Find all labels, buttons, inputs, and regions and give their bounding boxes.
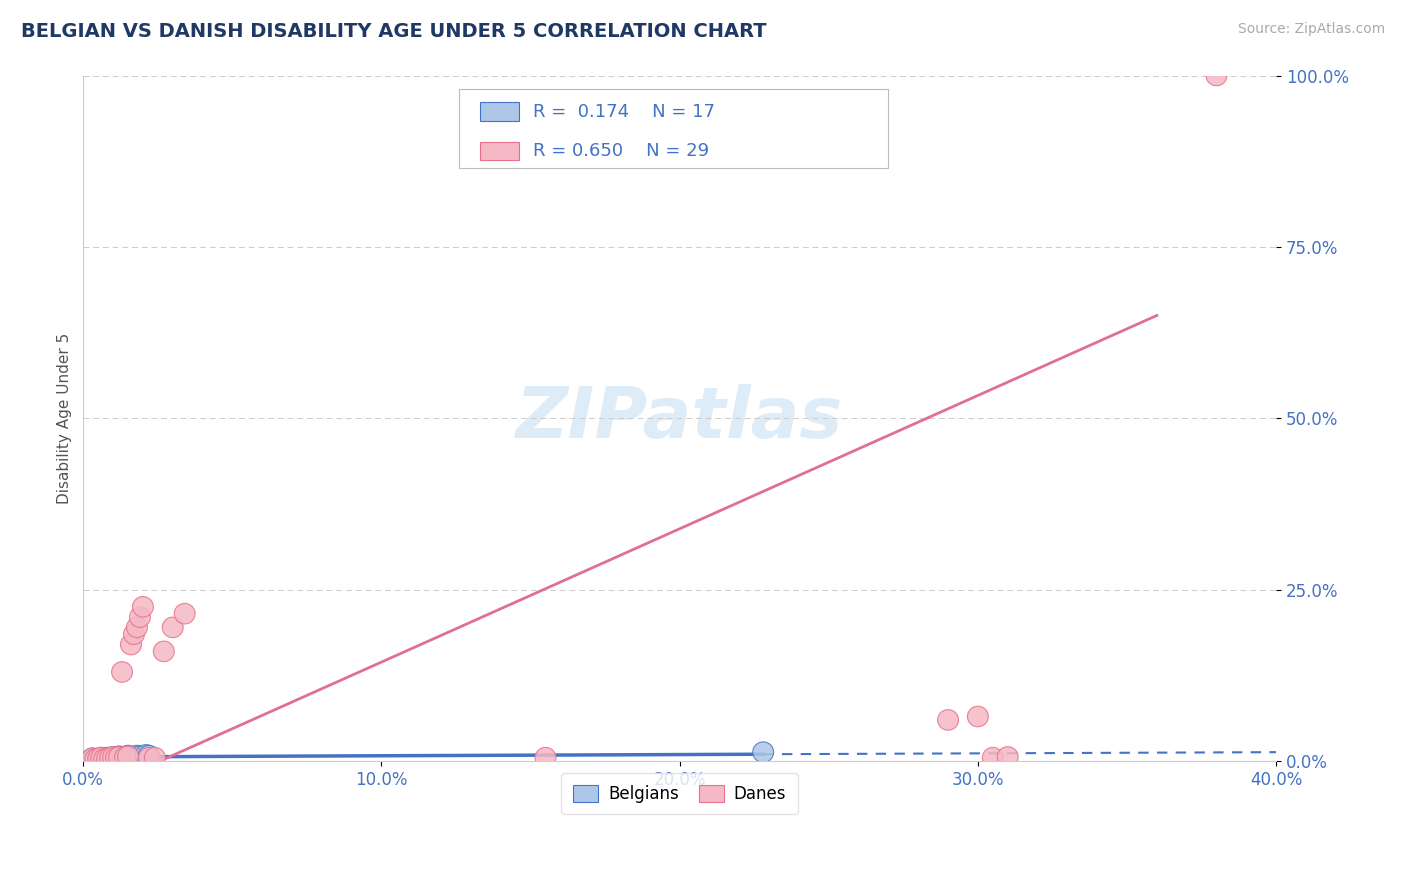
Text: R = 0.650    N = 29: R = 0.650 N = 29 — [533, 142, 709, 160]
Ellipse shape — [97, 747, 118, 768]
Ellipse shape — [94, 748, 115, 769]
Ellipse shape — [103, 747, 124, 767]
Ellipse shape — [84, 748, 105, 769]
Ellipse shape — [111, 747, 132, 768]
Text: Source: ZipAtlas.com: Source: ZipAtlas.com — [1237, 22, 1385, 37]
Text: ZIPatlas: ZIPatlas — [516, 384, 844, 453]
Ellipse shape — [174, 603, 195, 624]
Ellipse shape — [162, 617, 183, 638]
Ellipse shape — [87, 748, 108, 769]
Ellipse shape — [138, 747, 159, 768]
Ellipse shape — [115, 747, 135, 767]
Ellipse shape — [997, 747, 1018, 767]
Ellipse shape — [111, 662, 132, 682]
Ellipse shape — [105, 747, 127, 768]
Ellipse shape — [118, 746, 138, 766]
Ellipse shape — [127, 617, 148, 638]
Text: R =  0.174    N = 17: R = 0.174 N = 17 — [533, 103, 716, 120]
Ellipse shape — [967, 706, 988, 727]
Ellipse shape — [94, 748, 115, 769]
Ellipse shape — [938, 710, 959, 731]
Y-axis label: Disability Age Under 5: Disability Age Under 5 — [58, 333, 72, 504]
Ellipse shape — [132, 597, 153, 617]
Ellipse shape — [752, 742, 773, 763]
Ellipse shape — [121, 634, 142, 655]
Ellipse shape — [100, 747, 121, 768]
Ellipse shape — [124, 624, 145, 645]
Ellipse shape — [536, 747, 555, 768]
Ellipse shape — [108, 747, 129, 767]
Ellipse shape — [91, 747, 111, 768]
Text: BELGIAN VS DANISH DISABILITY AGE UNDER 5 CORRELATION CHART: BELGIAN VS DANISH DISABILITY AGE UNDER 5… — [21, 22, 766, 41]
Legend: Belgians, Danes: Belgians, Danes — [561, 773, 799, 814]
Ellipse shape — [118, 746, 138, 766]
Ellipse shape — [127, 746, 148, 766]
Ellipse shape — [138, 746, 159, 766]
Ellipse shape — [129, 607, 150, 627]
Ellipse shape — [103, 747, 124, 767]
Ellipse shape — [87, 748, 108, 769]
Ellipse shape — [983, 747, 1004, 768]
Ellipse shape — [121, 747, 142, 767]
FancyBboxPatch shape — [481, 102, 519, 120]
FancyBboxPatch shape — [458, 89, 889, 168]
Ellipse shape — [100, 748, 121, 769]
FancyBboxPatch shape — [481, 142, 519, 161]
Ellipse shape — [82, 748, 103, 769]
Ellipse shape — [153, 641, 174, 662]
Ellipse shape — [91, 747, 111, 768]
Ellipse shape — [129, 746, 150, 766]
Ellipse shape — [82, 748, 103, 769]
Ellipse shape — [105, 747, 127, 768]
Ellipse shape — [97, 748, 118, 769]
Ellipse shape — [1206, 65, 1227, 86]
Ellipse shape — [108, 746, 129, 766]
Ellipse shape — [145, 747, 166, 768]
Ellipse shape — [135, 745, 156, 765]
